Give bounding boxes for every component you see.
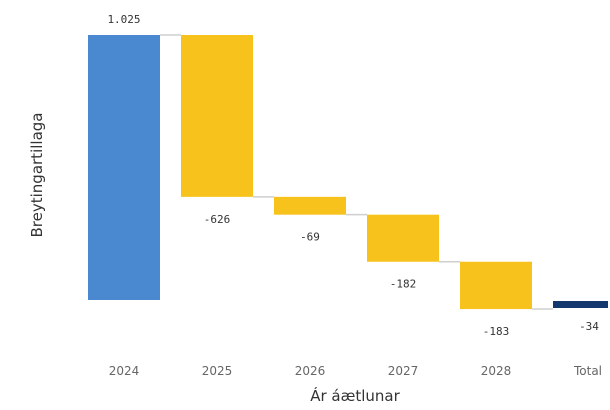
data-label-2026: -69 xyxy=(300,231,320,244)
data-label-2027: -182 xyxy=(390,278,417,291)
x-tick-label: 2027 xyxy=(388,364,419,378)
x-tick-label: 2026 xyxy=(295,364,326,378)
x-axis-ticks: 2024 2025 2026 2027 2028 Total xyxy=(109,364,602,378)
x-tick-label: 2028 xyxy=(481,364,512,378)
data-label-2025: -626 xyxy=(204,213,231,226)
bar-total xyxy=(553,301,608,308)
x-tick-label: 2025 xyxy=(202,364,233,378)
y-axis-title: Breytingartillaga xyxy=(28,113,46,238)
bar-2028 xyxy=(460,261,532,310)
x-tick-label: 2024 xyxy=(109,364,140,378)
bar-2025 xyxy=(181,35,253,197)
data-label-total: -34 xyxy=(579,320,599,333)
connector-lines xyxy=(160,34,553,310)
x-axis-title: Ár áætlunar xyxy=(310,386,400,405)
bar-2027 xyxy=(367,214,439,262)
data-label-2028: -183 xyxy=(483,325,510,338)
bar-2024 xyxy=(88,35,160,300)
bar-2026 xyxy=(274,196,346,215)
x-tick-label: Total xyxy=(573,364,602,378)
data-label-2024: 1.025 xyxy=(107,13,140,26)
data-labels: 1.025 -626 -69 -182 -183 -34 xyxy=(107,13,599,338)
bars xyxy=(88,35,608,310)
